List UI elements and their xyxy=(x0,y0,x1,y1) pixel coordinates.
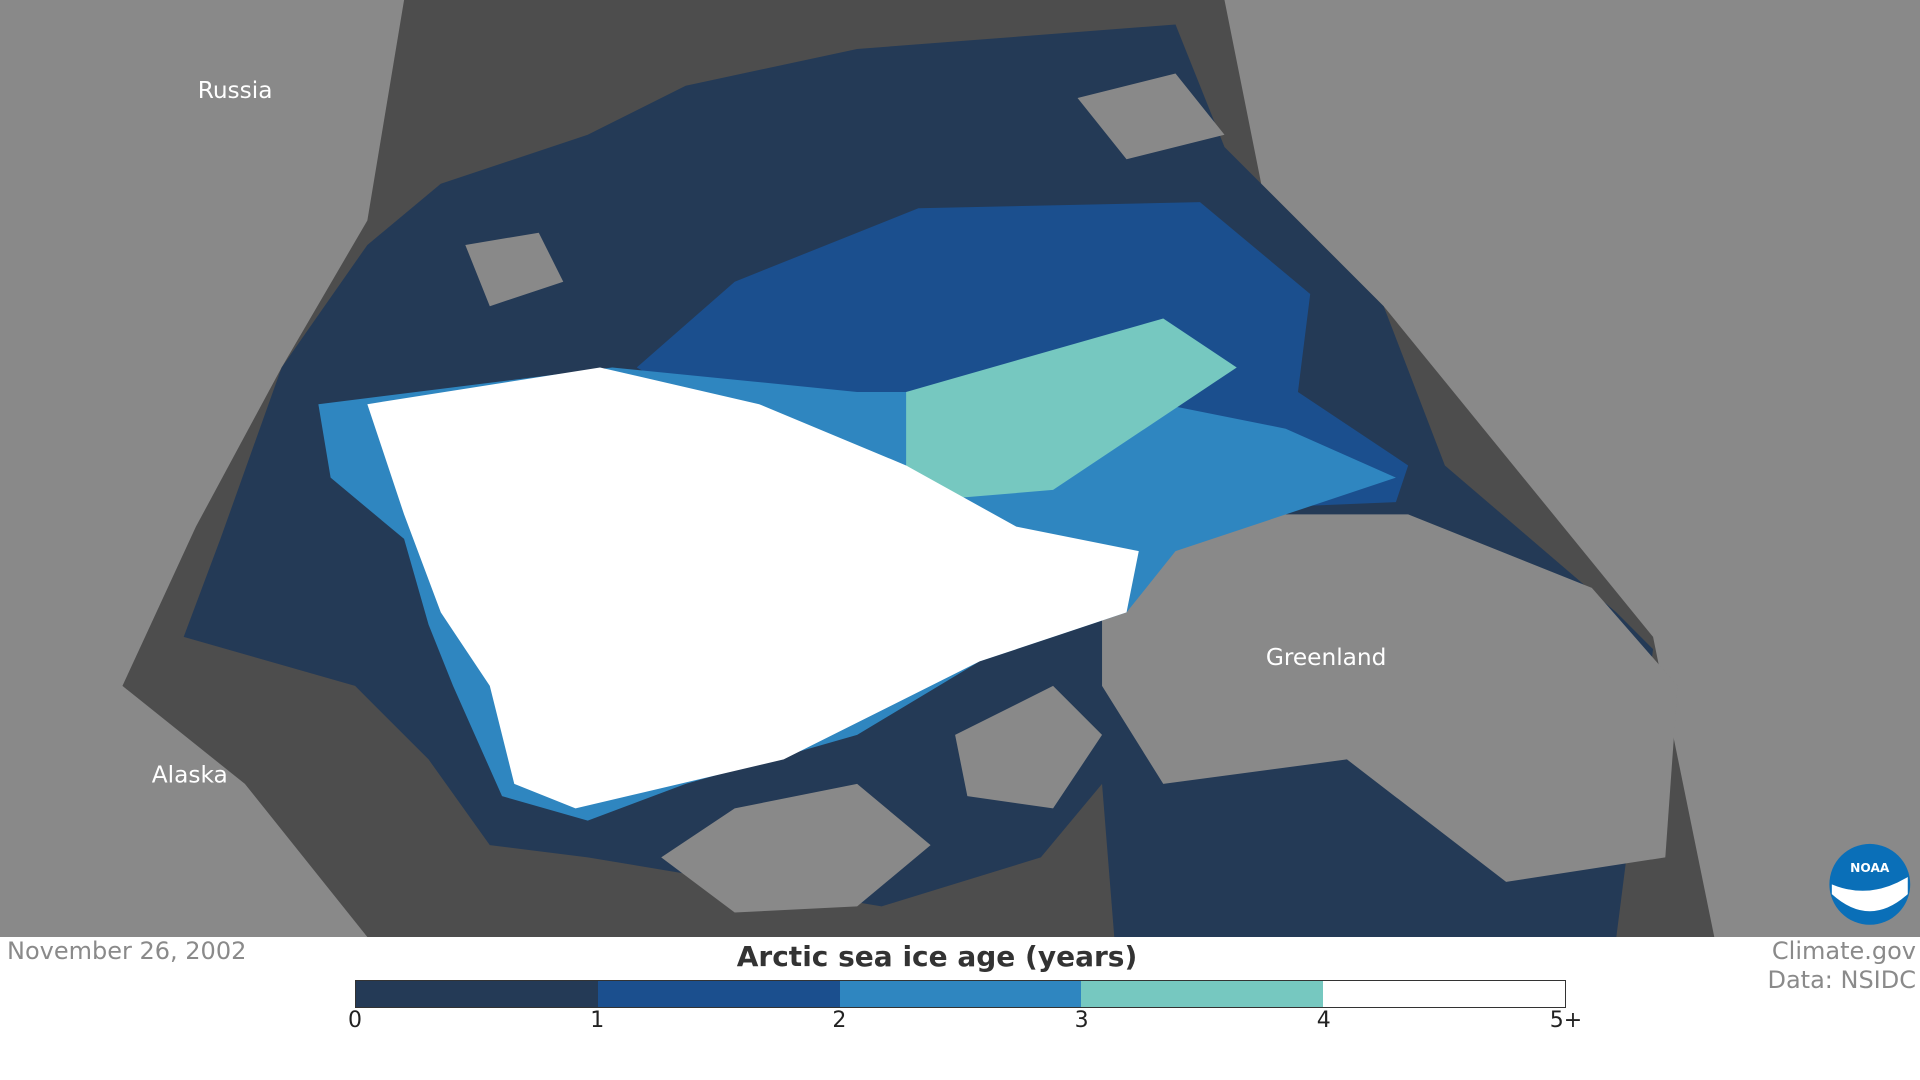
colorbar-swatch xyxy=(839,981,1082,1007)
colorbar-swatch xyxy=(1081,981,1324,1007)
colorbar-tick-label: 5+ xyxy=(1549,1008,1583,1033)
colorbar-tick-label: 1 xyxy=(590,1008,605,1033)
colorbar-swatch xyxy=(597,981,840,1007)
colorbar-tick-label: 3 xyxy=(1074,1008,1089,1033)
map: Russia Alaska Greenland NOAA xyxy=(0,0,1920,937)
colorbar xyxy=(355,980,1566,1008)
colorbar-swatch xyxy=(356,981,598,1007)
noaa-logo-wave xyxy=(1831,876,1908,912)
colorbar-tick-label: 4 xyxy=(1316,1008,1331,1033)
region-label: Greenland xyxy=(1266,644,1387,671)
colorbar-tick-label: 2 xyxy=(832,1008,847,1033)
region-label: Alaska xyxy=(152,762,228,789)
colorbar-tick-label: 0 xyxy=(348,1008,362,1033)
credit: Climate.gov xyxy=(1771,937,1916,965)
ice-age-4 xyxy=(367,367,1139,809)
noaa-logo-text: NOAA xyxy=(1850,861,1890,875)
region-label: Russia xyxy=(198,77,273,104)
legend-title: Arctic sea ice age (years) xyxy=(736,940,1138,973)
greenland-land xyxy=(1102,514,1678,882)
source: Data: NSIDC xyxy=(1767,966,1916,994)
colorbar-swatch xyxy=(1323,981,1565,1007)
islands xyxy=(465,73,1225,913)
date: November 26, 2002 xyxy=(7,937,247,965)
ice-age-3 xyxy=(906,318,1237,503)
